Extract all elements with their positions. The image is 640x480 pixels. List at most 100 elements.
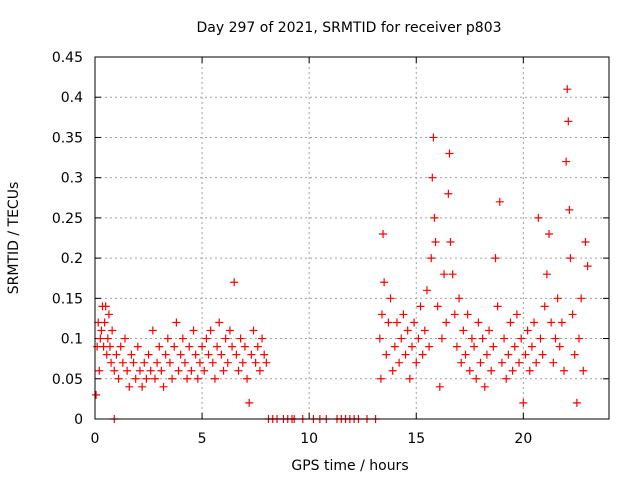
data-point bbox=[234, 366, 243, 375]
data-point bbox=[442, 318, 451, 327]
data-point bbox=[230, 278, 239, 287]
data-point bbox=[223, 358, 232, 367]
data-point bbox=[101, 302, 110, 311]
data-point bbox=[382, 350, 391, 359]
data-point bbox=[155, 342, 164, 351]
data-point bbox=[123, 366, 132, 375]
data-point bbox=[545, 229, 554, 238]
data-point bbox=[530, 318, 539, 327]
data-point bbox=[255, 366, 264, 375]
data-point bbox=[448, 270, 457, 279]
data-point bbox=[478, 334, 487, 343]
data-point bbox=[563, 85, 572, 94]
data-point bbox=[150, 374, 159, 383]
data-point bbox=[433, 302, 442, 311]
data-point bbox=[114, 374, 123, 383]
data-point bbox=[236, 334, 245, 343]
data-point bbox=[502, 374, 511, 383]
data-point bbox=[547, 318, 556, 327]
y-tick-label: 0.15 bbox=[52, 291, 83, 307]
data-point bbox=[510, 342, 519, 351]
data-point bbox=[489, 342, 498, 351]
data-point bbox=[397, 334, 406, 343]
data-point bbox=[527, 342, 536, 351]
data-point bbox=[538, 350, 547, 359]
data-point bbox=[104, 310, 113, 319]
data-point bbox=[202, 334, 211, 343]
data-point bbox=[416, 302, 425, 311]
data-point bbox=[405, 374, 414, 383]
data-point bbox=[187, 366, 196, 375]
data-point bbox=[480, 382, 489, 391]
data-point bbox=[459, 326, 468, 335]
data-point bbox=[579, 366, 588, 375]
x-axis-title: GPS time / hours bbox=[291, 458, 408, 474]
data-point bbox=[564, 117, 573, 126]
data-point bbox=[525, 366, 534, 375]
data-point bbox=[430, 213, 439, 222]
data-point bbox=[131, 374, 140, 383]
data-point bbox=[388, 366, 397, 375]
data-point bbox=[418, 350, 427, 359]
data-point bbox=[195, 358, 204, 367]
data-point bbox=[120, 334, 129, 343]
y-tick-label: 0.25 bbox=[52, 211, 83, 227]
data-point bbox=[560, 366, 569, 375]
data-point bbox=[200, 366, 209, 375]
data-point bbox=[446, 238, 455, 247]
data-point bbox=[112, 350, 121, 359]
data-point bbox=[551, 334, 560, 343]
y-tick-label: 0.4 bbox=[61, 90, 83, 106]
data-point bbox=[193, 374, 202, 383]
data-point bbox=[245, 398, 254, 407]
data-point bbox=[512, 310, 521, 319]
data-point bbox=[435, 382, 444, 391]
data-point bbox=[260, 350, 269, 359]
data-point bbox=[570, 350, 579, 359]
data-point bbox=[401, 350, 410, 359]
x-tick-label: 5 bbox=[198, 431, 207, 447]
data-point bbox=[427, 254, 436, 263]
plot-frame bbox=[94, 56, 610, 420]
data-point bbox=[508, 366, 517, 375]
data-point bbox=[107, 358, 116, 367]
data-point bbox=[555, 342, 564, 351]
data-point bbox=[110, 366, 119, 375]
grid bbox=[95, 57, 609, 419]
data-point bbox=[133, 342, 142, 351]
data-point bbox=[540, 302, 549, 311]
data-point bbox=[437, 334, 446, 343]
data-point bbox=[125, 382, 134, 391]
data-point bbox=[440, 270, 449, 279]
data-point bbox=[183, 374, 192, 383]
data-point bbox=[157, 366, 166, 375]
data-point bbox=[429, 133, 438, 142]
y-tick-label: 0.35 bbox=[52, 130, 83, 146]
data-point bbox=[95, 366, 104, 375]
data-point bbox=[450, 310, 459, 319]
data-point bbox=[253, 342, 262, 351]
data-point bbox=[422, 286, 431, 295]
x-tick-label: 0 bbox=[91, 431, 100, 447]
y-tick-label: 0.3 bbox=[61, 171, 83, 187]
data-point bbox=[105, 342, 114, 351]
data-point bbox=[562, 157, 571, 166]
data-point bbox=[583, 262, 592, 271]
data-point bbox=[191, 350, 200, 359]
data-point bbox=[159, 382, 168, 391]
data-point bbox=[148, 326, 157, 335]
data-point bbox=[467, 334, 476, 343]
data-point bbox=[485, 326, 494, 335]
data-point bbox=[420, 326, 429, 335]
data-point bbox=[376, 374, 385, 383]
data-point bbox=[198, 342, 207, 351]
data-point bbox=[379, 229, 388, 238]
data-point bbox=[176, 350, 185, 359]
data-point bbox=[243, 374, 252, 383]
y-tick-label: 0.2 bbox=[61, 251, 83, 267]
data-point bbox=[178, 334, 187, 343]
data-point bbox=[138, 382, 147, 391]
data-point bbox=[251, 358, 260, 367]
data-point bbox=[412, 358, 421, 367]
data-point bbox=[461, 350, 470, 359]
